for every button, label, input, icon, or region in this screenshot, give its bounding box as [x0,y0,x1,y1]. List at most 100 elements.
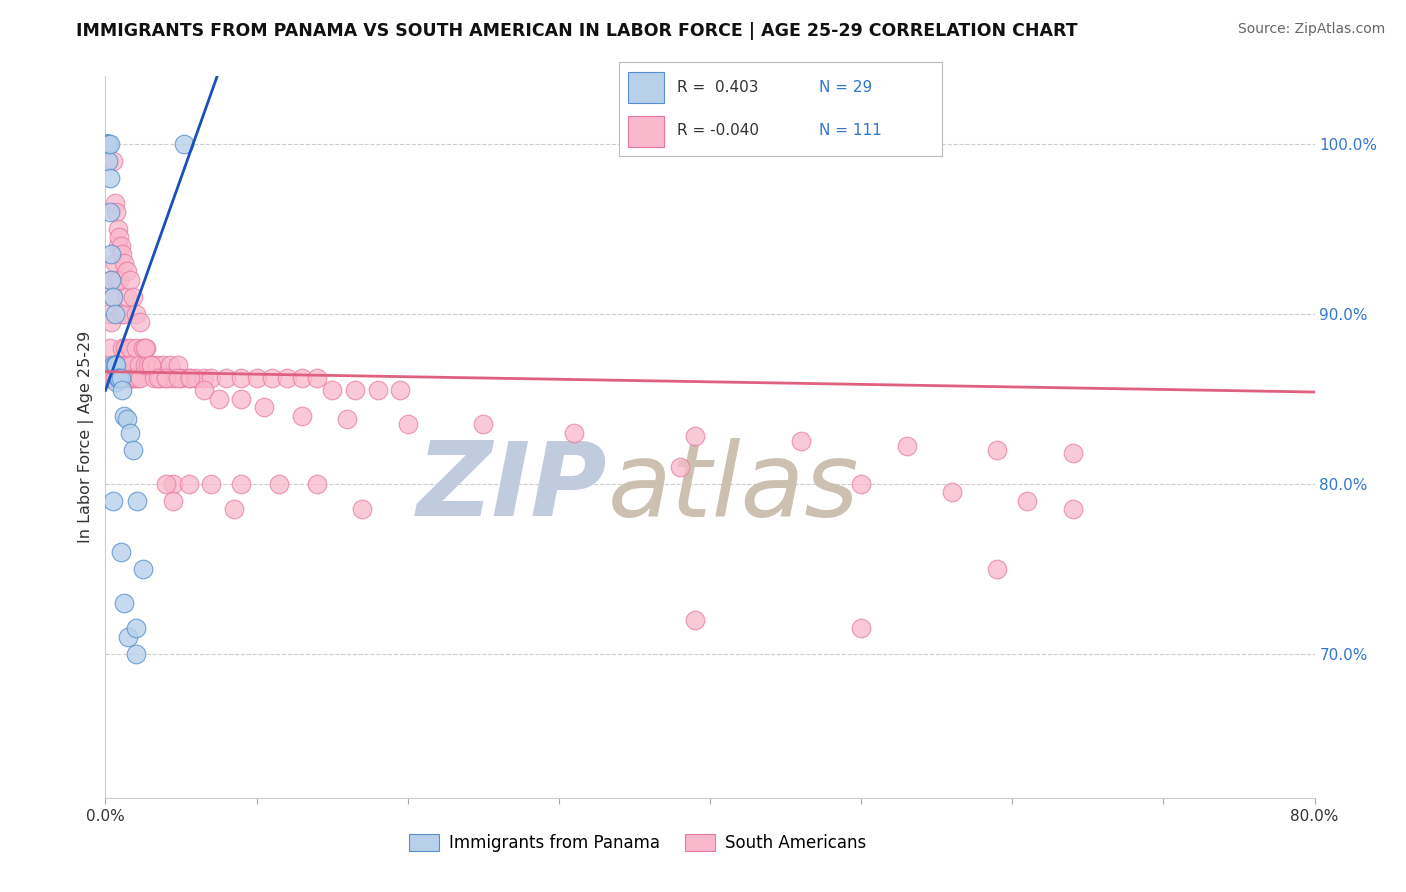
Point [127,493,149,508]
Point [103,358,125,372]
Point [128,358,150,372]
Point [98,341,121,355]
Point [114,358,136,372]
Bar [628,72,664,103]
Point [108,273,131,287]
Point [98,136,121,151]
Point [352,502,374,516]
Point [321,384,343,398]
Point [177,371,200,385]
Point [260,371,283,385]
Point [790,434,813,449]
Point [112,307,135,321]
Y-axis label: In Labor Force | Age 25-29: In Labor Force | Age 25-29 [79,331,94,543]
Point [155,476,177,491]
Point [1017,493,1039,508]
Point [343,384,366,398]
Point [105,375,128,389]
Point [307,476,329,491]
Point [121,371,143,385]
Point [366,384,388,398]
Point [170,371,193,385]
Point [101,358,124,372]
Point [112,256,135,270]
Point [107,222,129,236]
Point [124,621,148,635]
Point [139,358,162,372]
Point [96,136,118,151]
Point [96,136,118,151]
Point [107,371,129,385]
Point [103,307,125,321]
Point [896,439,918,453]
Point [108,230,131,244]
Point [97,358,120,372]
Point [110,545,132,559]
Point [167,371,190,385]
Point [97,136,120,151]
Point [269,476,291,491]
Point [389,384,412,398]
Point [115,264,138,278]
Point [103,371,125,385]
Point [177,476,200,491]
Point [120,358,142,372]
Point [179,371,201,385]
Point [117,358,139,372]
Point [98,273,121,287]
Point [276,371,298,385]
Point [146,358,169,372]
Point [136,358,159,372]
Point [193,384,215,398]
Point [159,358,181,372]
Text: ZIP: ZIP [416,437,607,538]
Text: N = 111: N = 111 [820,123,882,138]
Point [101,358,124,372]
Point [103,256,125,270]
Point [118,273,141,287]
Point [124,647,148,661]
Point [231,371,253,385]
Point [134,341,156,355]
Point [200,476,222,491]
Point [96,136,118,151]
Point [253,401,276,415]
Point [193,371,215,385]
Point [291,409,314,423]
Point [105,358,128,372]
Point [127,371,149,385]
Point [96,136,118,151]
Point [215,371,238,385]
Point [108,358,131,372]
Point [200,371,222,385]
Point [105,358,128,372]
Point [101,371,124,385]
Point [117,630,139,644]
Text: IMMIGRANTS FROM PANAMA VS SOUTH AMERICAN IN LABOR FORCE | AGE 25-29 CORRELATION : IMMIGRANTS FROM PANAMA VS SOUTH AMERICAN… [76,22,1077,40]
Point [105,273,128,287]
Point [472,417,495,432]
Point [114,341,136,355]
Point [139,358,162,372]
Point [1062,446,1084,460]
Point [112,596,135,610]
Text: Source: ZipAtlas.com: Source: ZipAtlas.com [1237,22,1385,37]
Point [96,371,118,385]
Point [941,485,963,500]
Point [101,290,124,304]
Point [97,136,120,151]
Point [683,613,706,627]
Point [100,371,122,385]
Point [208,392,231,406]
Point [307,371,329,385]
Point [1062,502,1084,516]
Point [155,371,177,385]
Point [117,371,139,385]
Point [97,307,120,321]
Point [107,358,129,372]
Point [122,371,145,385]
Point [291,371,314,385]
Point [124,307,148,321]
Point [108,371,131,385]
Point [118,371,141,385]
